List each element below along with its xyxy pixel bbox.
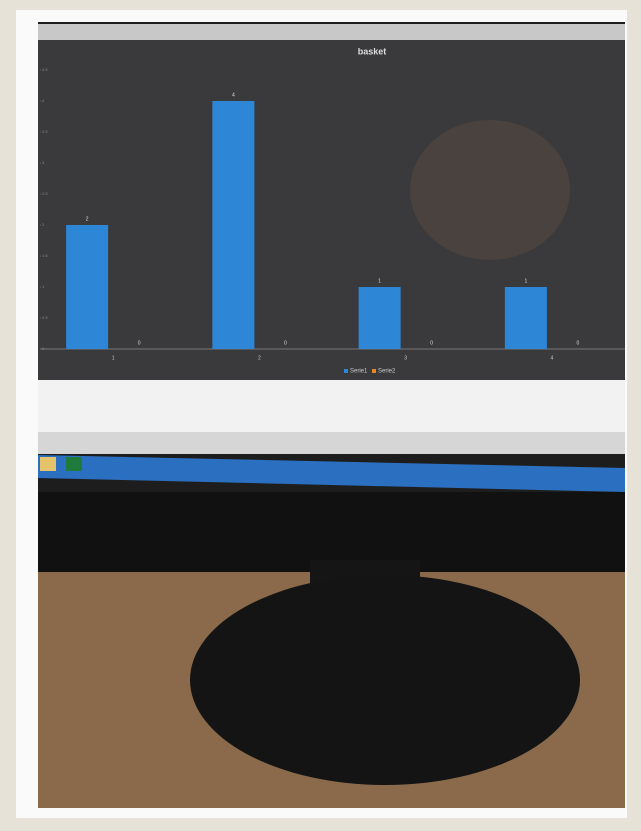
legend-label: Serie1 — [350, 369, 368, 375]
y-tick-label: 1.5 — [42, 253, 48, 258]
sheet-grid — [38, 380, 625, 432]
x-tick-label: 1 — [112, 355, 115, 361]
page: basket 00.511.522.533.544.5120240310410S… — [0, 0, 641, 826]
legend-label: Serie2 — [378, 369, 396, 375]
data-label: 1 — [524, 278, 527, 284]
data-label: 0 — [138, 340, 141, 346]
bar — [212, 101, 254, 349]
bar — [505, 287, 547, 349]
data-label: 0 — [576, 340, 579, 346]
photo: basket 00.511.522.533.544.5120240310410S… — [0, 0, 641, 826]
legend-swatch — [344, 369, 348, 373]
y-tick-label: 4.5 — [42, 67, 48, 72]
data-label: 1 — [378, 278, 381, 284]
y-tick-label: 3.5 — [42, 129, 48, 134]
bar — [359, 287, 401, 349]
bar — [66, 225, 108, 349]
x-tick-label: 4 — [550, 355, 553, 361]
legend-swatch — [372, 369, 376, 373]
status-bar — [38, 432, 625, 454]
data-label: 2 — [86, 216, 89, 222]
y-tick-label: 2.5 — [42, 191, 48, 196]
chart-title: basket — [358, 46, 387, 56]
x-tick-label: 2 — [258, 355, 261, 361]
y-tick-label: 0.5 — [42, 315, 48, 320]
data-label: 0 — [430, 340, 433, 346]
excel-icon — [66, 457, 82, 471]
x-tick-label: 3 — [404, 355, 407, 361]
data-label: 0 — [284, 340, 287, 346]
glare — [410, 120, 570, 260]
stand-base — [190, 575, 580, 785]
folder-icon — [40, 457, 56, 471]
data-label: 4 — [232, 92, 235, 98]
